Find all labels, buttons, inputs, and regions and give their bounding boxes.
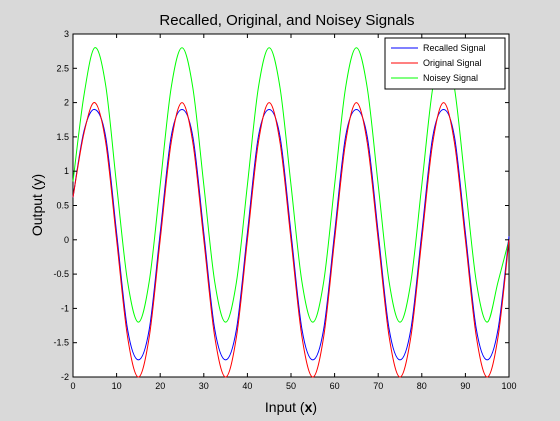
- x-tick-label: 80: [417, 381, 427, 391]
- y-tick-label: 1.5: [56, 132, 69, 142]
- legend-label-original: Original Signal: [423, 58, 482, 68]
- x-tick-label: 70: [373, 381, 383, 391]
- y-tick-label: 0.5: [56, 201, 69, 211]
- y-tick-label: 2: [64, 98, 69, 108]
- x-tick-label: 20: [155, 381, 165, 391]
- series-line-original-signal: [72, 102, 510, 378]
- x-tick-label: 60: [330, 381, 340, 391]
- y-tick-label: 2.5: [56, 63, 69, 73]
- x-tick-label: 50: [286, 381, 296, 391]
- x-axis-label-prefix: Input (: [265, 399, 305, 415]
- x-tick-label: 100: [501, 381, 516, 391]
- x-tick-label: 40: [242, 381, 252, 391]
- y-tick-label: -2: [61, 372, 69, 382]
- x-axis-label-suffix: ): [312, 399, 317, 415]
- x-axis-label: Input (x): [265, 399, 317, 415]
- x-tick-label: 90: [460, 381, 470, 391]
- x-tick-label: 0: [70, 381, 75, 391]
- legend: Recalled Signal Original Signal Noisey S…: [384, 37, 506, 90]
- ticks-layer: 0 10 20 30 40 50 60 70 80 90 100 -2 -1.5 -1 -0.5 0 0.5 1 1…: [53, 29, 516, 391]
- y-tick-label: 3: [64, 29, 69, 39]
- x-tick-label: 10: [112, 381, 122, 391]
- y-axis-label: Output (y): [29, 174, 45, 236]
- chart-title: Recalled, Original, and Noisey Signals: [159, 12, 414, 29]
- series-line-recalled-signal: [72, 108, 510, 361]
- y-tick-label: -1.5: [53, 338, 69, 348]
- y-tick-label: 0: [64, 235, 69, 245]
- x-axis-label-variable: x: [305, 399, 313, 415]
- x-tick-label: 30: [199, 381, 209, 391]
- y-tick-label: -1: [61, 303, 69, 313]
- legend-box: [384, 37, 506, 90]
- legend-label-noisey: Noisey Signal: [423, 73, 478, 83]
- y-tick-label: -0.5: [53, 269, 69, 279]
- legend-label-recalled: Recalled Signal: [423, 43, 486, 53]
- y-tick-label: 1: [64, 166, 69, 176]
- plot-area: [72, 33, 510, 378]
